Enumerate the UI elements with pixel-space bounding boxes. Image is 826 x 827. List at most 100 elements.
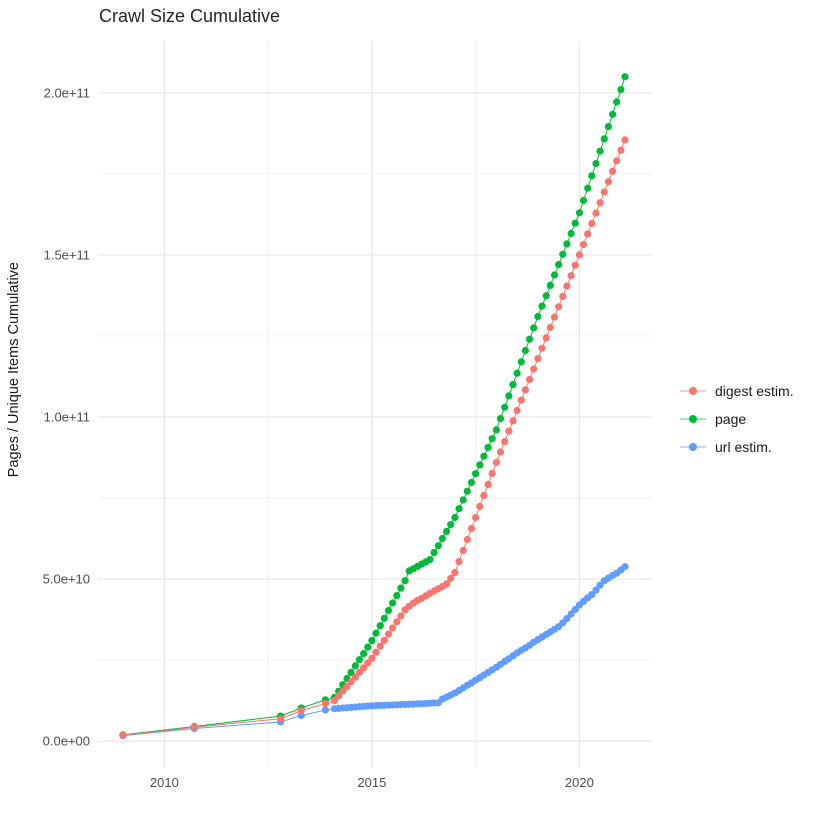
data-point xyxy=(451,513,459,522)
data-point xyxy=(463,535,471,544)
data-point xyxy=(617,86,625,94)
data-point xyxy=(347,668,355,677)
series-line-digest-estim- xyxy=(122,139,626,736)
data-point xyxy=(517,396,525,404)
data-point xyxy=(321,706,329,714)
data-point xyxy=(360,664,368,672)
data-point xyxy=(480,452,488,460)
data-point xyxy=(613,157,621,165)
data-point xyxy=(579,240,588,249)
data-point xyxy=(459,546,467,555)
data-point xyxy=(592,209,600,217)
data-point xyxy=(588,219,596,228)
data-point xyxy=(321,699,329,708)
data-point xyxy=(534,355,542,363)
data-point xyxy=(526,375,534,383)
data-point xyxy=(567,272,575,280)
data-point xyxy=(546,323,554,332)
data-point xyxy=(609,167,617,175)
data-point xyxy=(368,654,376,663)
data-point xyxy=(384,606,393,615)
data-point xyxy=(447,521,455,529)
data-point xyxy=(559,250,567,258)
data-point xyxy=(538,344,546,352)
data-point xyxy=(426,556,434,564)
data-point xyxy=(584,230,592,238)
data-point xyxy=(517,358,525,366)
data-point xyxy=(330,697,339,705)
data-point xyxy=(297,707,305,715)
data-point xyxy=(550,313,559,321)
data-point xyxy=(555,261,563,269)
data-point xyxy=(521,386,530,394)
data-point xyxy=(347,678,355,686)
data-point xyxy=(380,636,388,644)
data-point xyxy=(467,478,476,487)
data-point xyxy=(546,281,554,289)
data-point xyxy=(604,178,613,186)
data-point xyxy=(617,146,625,154)
data-point xyxy=(521,346,530,355)
legend-item-page: page xyxy=(680,405,794,433)
data-point xyxy=(393,618,401,626)
data-point xyxy=(447,574,455,583)
series-line-page xyxy=(122,76,626,736)
data-point xyxy=(190,723,198,731)
data-point xyxy=(509,381,517,389)
data-point xyxy=(505,392,513,400)
data-point xyxy=(550,271,559,279)
data-point xyxy=(393,592,401,600)
legend-key-url-icon xyxy=(680,443,706,451)
data-point xyxy=(455,505,463,513)
legend-item-url-estim: url estim. xyxy=(680,433,794,461)
data-point xyxy=(513,406,521,415)
data-point xyxy=(364,643,372,651)
data-point xyxy=(563,240,571,248)
data-point xyxy=(488,469,496,477)
data-point xyxy=(513,369,521,377)
data-point xyxy=(389,624,397,632)
chart-title: Crawl Size Cumulative xyxy=(99,6,281,26)
legend: digest estim. page url estim. xyxy=(680,377,794,461)
data-point xyxy=(559,292,567,300)
data-point xyxy=(584,184,592,192)
data-point xyxy=(451,569,459,577)
data-point xyxy=(480,491,488,499)
x-tick-label: 2020 xyxy=(565,775,594,790)
data-point xyxy=(600,135,608,143)
data-point xyxy=(355,656,363,664)
data-point xyxy=(596,199,604,207)
data-point xyxy=(443,527,451,536)
data-point xyxy=(488,435,496,443)
data-point xyxy=(376,622,384,630)
data-point xyxy=(401,577,409,585)
data-point xyxy=(563,615,571,623)
data-point xyxy=(472,513,480,522)
data-point xyxy=(575,209,584,217)
legend-label: page xyxy=(715,411,747,427)
legend-label: digest estim. xyxy=(715,383,794,399)
data-point xyxy=(579,196,588,205)
legend-label: url estim. xyxy=(715,439,772,455)
data-point xyxy=(434,542,442,550)
legend-key-digest-icon xyxy=(680,387,706,395)
legend-item-digest-estim: digest estim. xyxy=(680,377,794,405)
data-point xyxy=(476,461,484,469)
data-point xyxy=(530,365,538,373)
data-point xyxy=(542,292,550,300)
data-point xyxy=(364,659,372,667)
y-tick-label: 0.0e+00 xyxy=(43,734,90,749)
data-point xyxy=(592,586,600,594)
data-point xyxy=(376,642,384,650)
data-point xyxy=(351,662,359,670)
y-tick-label: 1.0e+11 xyxy=(44,409,90,424)
data-point xyxy=(355,668,363,677)
data-point xyxy=(119,731,127,739)
data-point xyxy=(571,261,579,269)
data-point xyxy=(277,715,285,723)
data-point xyxy=(496,448,505,456)
data-point xyxy=(443,580,451,588)
data-point xyxy=(571,219,579,227)
y-tick-label: 5.0e+10 xyxy=(43,572,90,587)
x-tick-label: 2010 xyxy=(150,775,179,790)
